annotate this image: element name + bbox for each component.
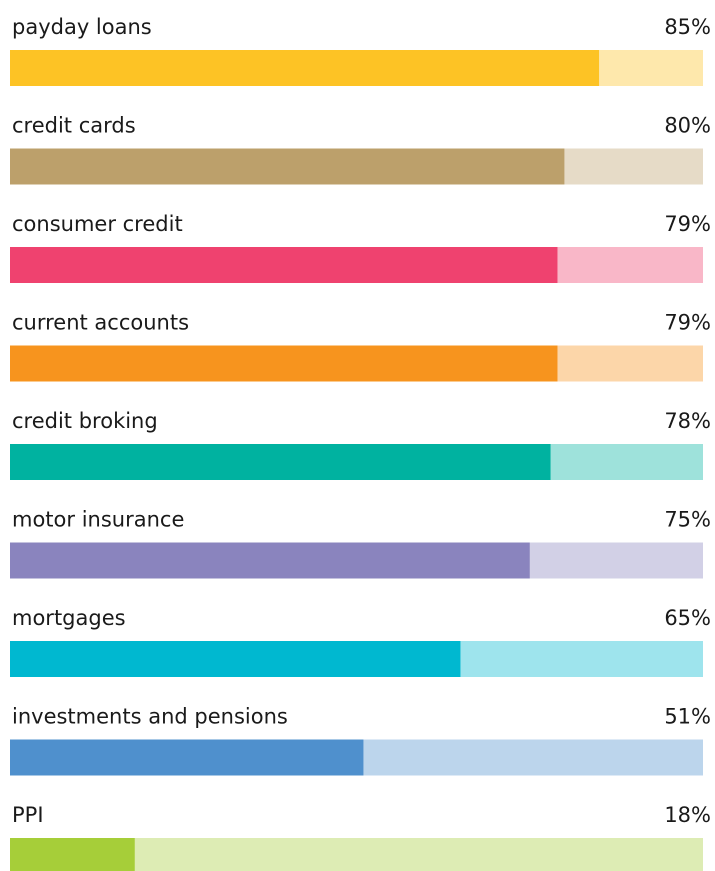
bar (10, 444, 551, 480)
category-label: motor insurance (12, 508, 184, 532)
category-label: mortgages (12, 606, 126, 630)
category-label: credit cards (12, 114, 136, 138)
value-label: 79% (664, 212, 711, 236)
category-label: investments and pensions (12, 705, 288, 729)
value-label: 75% (664, 508, 711, 532)
value-label: 65% (664, 606, 711, 630)
value-label: 51% (664, 705, 711, 729)
value-label: 79% (664, 311, 711, 335)
bar (10, 50, 600, 86)
bar (10, 247, 558, 283)
value-label: 80% (664, 114, 711, 138)
category-label: PPI (12, 803, 44, 827)
value-label: 85% (664, 15, 711, 39)
category-label: consumer credit (12, 212, 183, 236)
bar (10, 838, 135, 871)
category-label: payday loans (12, 15, 152, 39)
category-label: current accounts (12, 311, 189, 335)
bar (10, 739, 364, 776)
value-label: 78% (664, 409, 711, 433)
category-label: credit broking (12, 409, 158, 433)
bar (10, 148, 565, 185)
value-label: 18% (664, 803, 711, 827)
bar (10, 345, 558, 382)
bar (10, 641, 461, 677)
bar (10, 542, 530, 579)
